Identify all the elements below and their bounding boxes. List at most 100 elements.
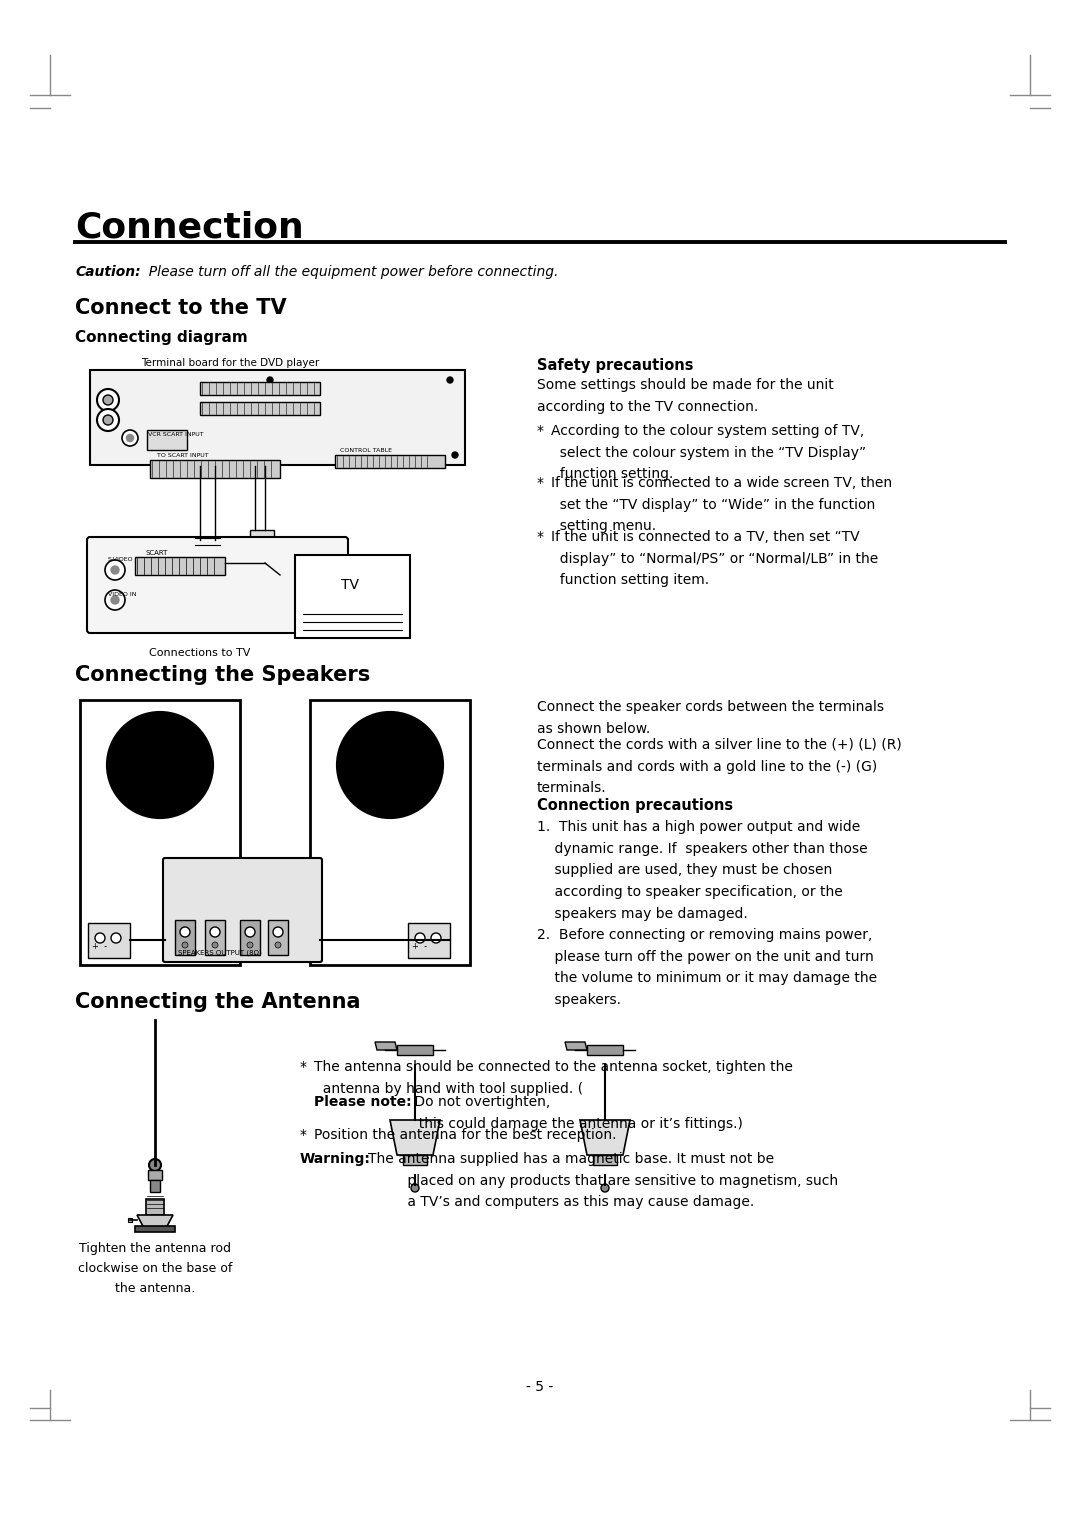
Bar [335,455,445,468]
Circle shape [453,452,458,458]
Circle shape [108,714,212,817]
Bar [195,538,220,545]
Text: VCR SCART INPUT: VCR SCART INPUT [148,432,204,437]
Circle shape [97,390,119,411]
Circle shape [105,559,125,581]
Circle shape [273,927,283,937]
Bar [205,920,225,955]
Bar [80,700,240,966]
Circle shape [103,416,113,425]
Text: Safety precautions: Safety precautions [537,358,693,373]
Circle shape [338,714,442,817]
Circle shape [212,941,218,947]
Polygon shape [137,1215,173,1230]
Bar [90,370,465,465]
Text: Some settings should be made for the unit
according to the TV connection.: Some settings should be made for the uni… [537,377,834,414]
Circle shape [447,377,453,384]
Bar [148,1170,162,1180]
Circle shape [275,941,281,947]
Bar [240,920,260,955]
Bar [135,558,225,575]
Bar [200,382,320,396]
Text: If the unit is connected to a TV, then set “TV
  display” to “Normal/PS” or “Nor: If the unit is connected to a TV, then s… [551,530,878,587]
Bar [408,923,450,958]
Bar [397,1045,433,1054]
Circle shape [245,927,255,937]
Text: 2.  Before connecting or removing mains power,
    please turn off the power on : 2. Before connecting or removing mains p… [537,927,877,1007]
Circle shape [126,434,134,442]
Text: +  -: + - [92,941,107,950]
Text: SCART: SCART [145,550,167,556]
Circle shape [431,934,441,943]
Bar [593,1155,617,1164]
Text: CONTROL TABLE: CONTROL TABLE [340,448,392,452]
Text: Connections to TV: Connections to TV [149,648,251,659]
Text: Tighten the antenna rod
clockwise on the base of
the antenna.: Tighten the antenna rod clockwise on the… [78,1242,232,1296]
Text: The antenna supplied has a magnetic base. It must not be
         placed on any : The antenna supplied has a magnetic base… [368,1152,838,1209]
Circle shape [210,927,220,937]
Circle shape [180,927,190,937]
Circle shape [97,410,119,431]
Text: Please turn off all the equipment power before connecting.: Please turn off all the equipment power … [140,264,558,280]
Text: *: * [537,477,544,490]
Bar [310,700,470,966]
Text: Connecting diagram: Connecting diagram [75,330,247,345]
Text: SPEAKERS OUTPUT (8Ω): SPEAKERS OUTPUT (8Ω) [178,950,261,957]
Circle shape [247,941,253,947]
Bar [295,555,410,639]
Bar [403,1155,427,1164]
Circle shape [600,1184,609,1192]
Text: Connection: Connection [75,209,303,244]
Text: Connecting the Antenna: Connecting the Antenna [75,992,361,1012]
Text: *: * [537,423,544,439]
Text: According to the colour system setting of TV,
  select the colour system in the : According to the colour system setting o… [551,423,866,481]
Bar [135,1225,175,1232]
Circle shape [183,941,188,947]
Circle shape [111,565,119,575]
Text: VIDEO IN: VIDEO IN [108,591,136,597]
Text: Do not overtighten,
  this could damage the antenna or it’s fittings.): Do not overtighten, this could damage th… [410,1096,743,1131]
Circle shape [105,590,125,610]
Text: *: * [300,1060,307,1074]
Polygon shape [390,1120,440,1155]
Text: Connection precautions: Connection precautions [537,798,733,813]
Bar [588,1045,623,1054]
Circle shape [111,596,119,604]
Bar [150,460,280,478]
Circle shape [267,377,273,384]
FancyBboxPatch shape [87,536,348,633]
Text: Please note:: Please note: [314,1096,411,1109]
Text: Warning:: Warning: [300,1152,370,1166]
Bar [249,530,274,538]
Text: - 5 -: - 5 - [526,1380,554,1394]
Bar [147,429,187,451]
Text: Caution:: Caution: [75,264,140,280]
Circle shape [103,396,113,405]
Circle shape [149,1160,161,1170]
Circle shape [95,934,105,943]
Text: Connecting the Speakers: Connecting the Speakers [75,665,370,685]
Text: If the unit is connected to a wide screen TV, then
  set the “TV display” to “Wi: If the unit is connected to a wide scree… [551,477,892,533]
Circle shape [415,934,426,943]
Circle shape [122,429,138,446]
Text: S-VIDEO: S-VIDEO [108,558,134,562]
Polygon shape [375,1042,397,1050]
Bar [175,920,195,955]
Bar [129,1218,132,1222]
Polygon shape [580,1120,630,1155]
Bar [200,402,320,416]
Text: +  -: + - [411,941,427,950]
Text: *: * [537,530,544,544]
Circle shape [411,1184,419,1192]
Bar [150,1180,160,1192]
Bar [268,920,288,955]
Text: TV: TV [341,578,359,591]
Text: Position the antenna for the best reception.: Position the antenna for the best recept… [314,1128,617,1141]
Text: Connect to the TV: Connect to the TV [75,298,286,318]
Text: *: * [300,1128,307,1141]
Text: Connect the cords with a silver line to the (+) (L) (R)
terminals and cords with: Connect the cords with a silver line to … [537,738,902,796]
Text: TO SCART INPUT: TO SCART INPUT [157,452,208,458]
FancyBboxPatch shape [163,859,322,963]
Text: The antenna should be connected to the antenna socket, tighten the
  antenna by : The antenna should be connected to the a… [314,1060,793,1096]
Text: Terminal board for the DVD player: Terminal board for the DVD player [140,358,319,368]
